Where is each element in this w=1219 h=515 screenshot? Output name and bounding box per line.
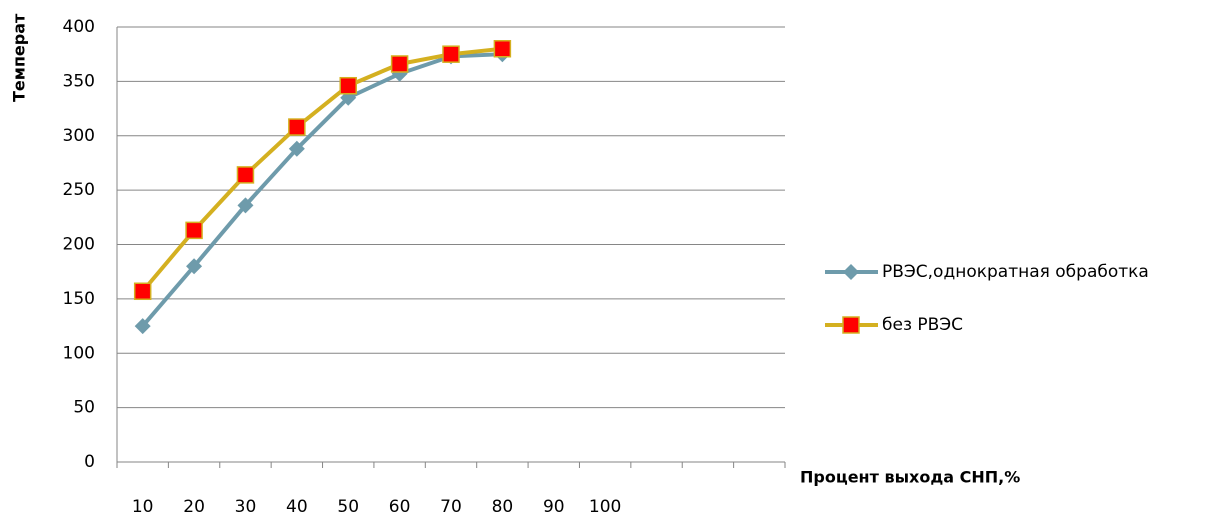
x-tick-label: 60 — [389, 497, 411, 515]
legend-marker — [843, 264, 859, 280]
x-tick-label: 100 — [589, 497, 621, 515]
x-tick-label: 90 — [543, 497, 565, 515]
y-tick-label: 100 — [63, 343, 95, 363]
data-point — [339, 76, 357, 95]
legend-label: без РВЭС — [882, 315, 963, 335]
y-tick-label: 300 — [63, 126, 95, 146]
data-point — [185, 221, 203, 240]
x-tick-label: 80 — [492, 497, 514, 515]
y-tick-label: 350 — [63, 71, 95, 91]
data-point — [288, 140, 305, 157]
x-axis-title: Процент выхода СНП,% — [800, 468, 1020, 487]
x-tick-label: 50 — [337, 497, 359, 515]
x-tick-label: 10 — [132, 497, 154, 515]
data-point — [133, 282, 152, 301]
y-tick-label: 50 — [73, 398, 95, 418]
x-tick-label: 40 — [286, 497, 308, 515]
y-axis-title: Температ — [10, 13, 29, 102]
series-line — [141, 46, 503, 293]
data-point — [236, 166, 255, 184]
data-point — [134, 318, 151, 335]
data-point — [237, 197, 254, 214]
x-tick-label: 70 — [440, 497, 462, 515]
legend-label: РВЭС,однократная обработка — [882, 262, 1149, 282]
data-point — [493, 40, 512, 58]
data-point — [442, 45, 460, 63]
y-tick-label: 0 — [84, 452, 95, 472]
x-tick-label: 30 — [235, 497, 257, 515]
data-point — [390, 55, 409, 73]
data-point — [186, 258, 203, 275]
legend-marker — [842, 316, 860, 334]
y-tick-label: 200 — [63, 235, 95, 255]
y-tick-label: 400 — [63, 17, 95, 37]
x-tick-label: 20 — [183, 497, 205, 515]
data-point — [288, 118, 306, 136]
y-tick-label: 250 — [63, 180, 95, 200]
y-tick-label: 150 — [63, 289, 95, 309]
